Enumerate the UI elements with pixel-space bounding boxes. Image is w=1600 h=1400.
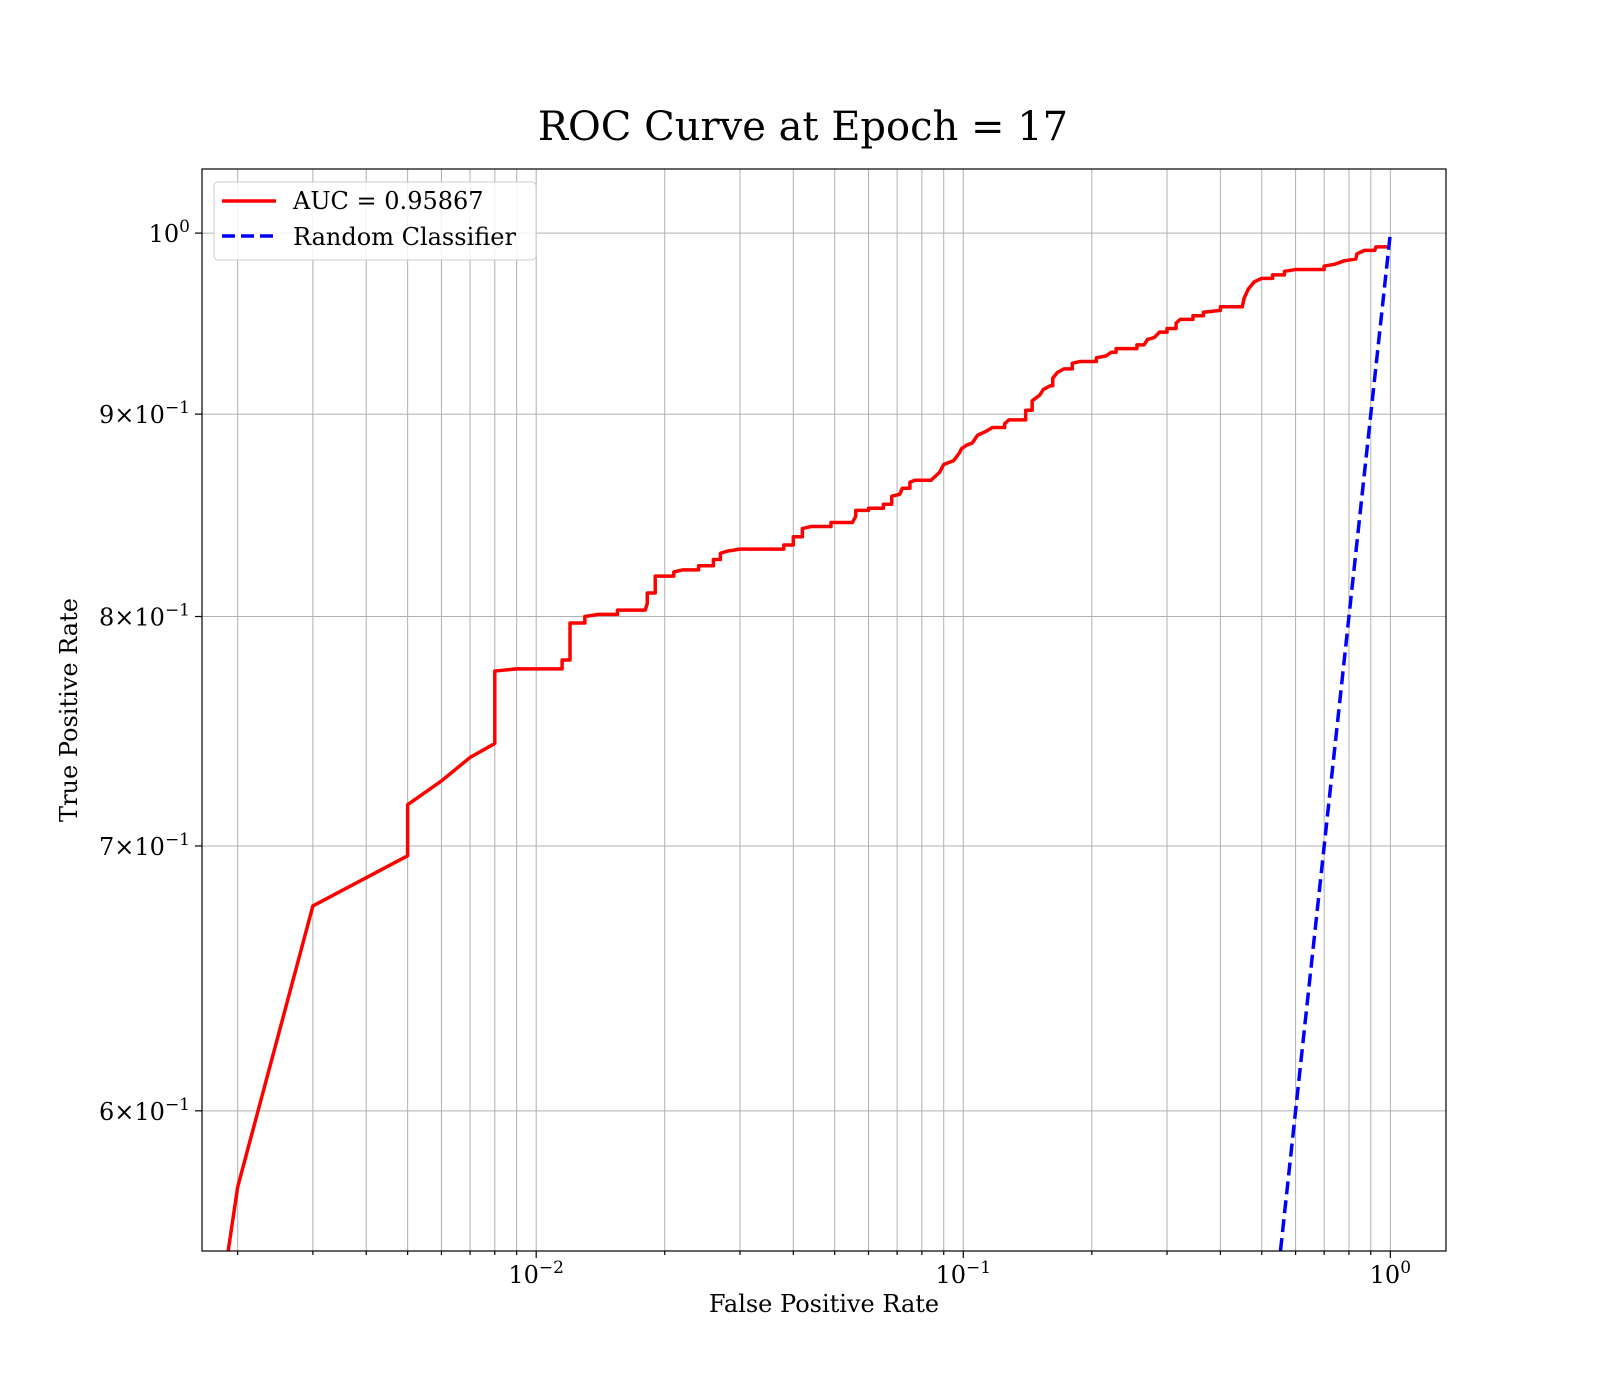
legend-label-random-classifier: Random Classifier (293, 223, 516, 251)
x-tick-label: 100 (1370, 1258, 1411, 1289)
y-axis-label: True Positive Rate (55, 598, 83, 822)
series-layer (226, 232, 1393, 1251)
chart-title: ROC Curve at Epoch = 17 (538, 104, 1068, 150)
roc-curve-line (226, 245, 1391, 1251)
x-tick-label: 10−2 (508, 1258, 564, 1289)
tick-layer: 10−2 10−1 100 6×10−1 7×10−1 8×10−1 9×10−1 100 (99, 217, 1411, 1289)
y-tick-label: 100 (149, 217, 190, 248)
grid-layer (202, 169, 1446, 1251)
x-axis-label: False Positive Rate (709, 1290, 939, 1318)
random-classifier-line (1278, 232, 1393, 1251)
y-tick-label: 8×10−1 (99, 601, 190, 632)
legend-label-auc: AUC = 0.95867 (292, 187, 484, 215)
x-tick-label: 10−1 (935, 1258, 991, 1289)
legend: AUC = 0.95867 Random Classifier (213, 181, 537, 261)
y-tick-label: 7×10−1 (99, 830, 190, 861)
y-tick-label: 6×10−1 (99, 1095, 190, 1126)
y-tick-label: 9×10−1 (99, 398, 190, 429)
legend-box (213, 181, 537, 261)
plot-frame (201, 168, 1447, 1252)
